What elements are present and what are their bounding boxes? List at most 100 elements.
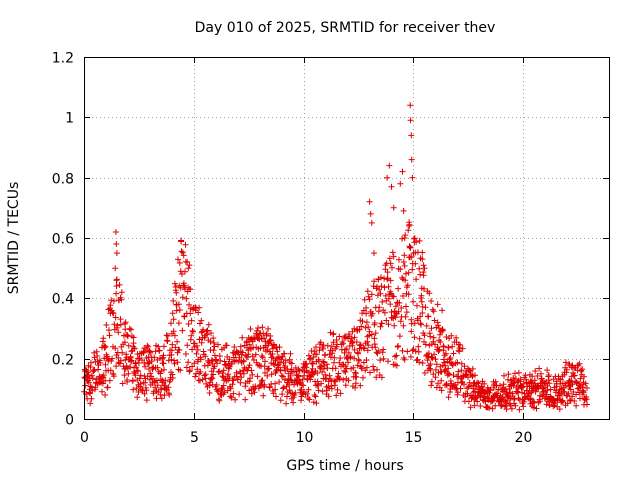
data-point [161,343,167,350]
data-point [169,341,176,348]
data-point [113,241,120,247]
data-point [226,356,233,363]
data-point [235,358,242,365]
data-point [324,365,331,372]
data-point [199,376,206,383]
data-point [176,347,183,353]
data-point [421,265,428,272]
data-point [332,365,339,372]
data-point [358,323,365,330]
data-point [314,370,321,377]
data-point [510,382,517,389]
data-point [248,367,255,374]
data-point [169,375,176,381]
data-point [559,398,566,405]
data-point [465,398,472,405]
data-point [387,277,394,284]
data-point [402,277,409,284]
data-point [445,365,452,372]
data-point [269,345,276,352]
data-point [385,321,392,328]
data-point [583,396,590,403]
data-point [505,376,511,383]
data-point [342,369,349,375]
data-point [227,393,234,400]
data-point [439,327,446,334]
data-point [421,370,428,376]
data-point [354,362,361,369]
data-point [247,375,254,382]
data-point [546,380,553,387]
data-point [571,398,578,404]
data-point [367,210,374,217]
data-point [352,384,359,391]
data-point [528,379,535,386]
data-point [337,390,344,397]
data-point [519,389,525,396]
data-point [360,344,367,351]
data-point [146,376,153,383]
data-point [503,400,510,406]
data-point [429,355,436,361]
data-point [247,326,254,332]
data-point [113,290,120,297]
data-point [153,395,160,402]
data-point [416,265,423,272]
data-point [432,366,439,373]
data-point [422,304,429,311]
data-point [162,377,169,384]
data-point [508,379,515,385]
data-point [340,376,347,383]
data-point [562,359,569,366]
data-point [385,283,392,290]
data-point [309,360,315,367]
data-point [397,180,404,187]
data-point [384,269,391,276]
data-point [363,319,370,326]
data-point [219,385,226,392]
data-point [492,378,499,385]
data-point [377,323,384,330]
data-point [378,274,384,281]
data-point [487,386,494,393]
data-point [216,397,223,404]
data-point [222,361,228,368]
data-point [419,310,426,316]
data-point [461,363,468,370]
data-point [279,391,286,398]
data-point [112,314,119,321]
data-point [435,322,442,329]
data-point [130,386,137,393]
data-point [215,369,222,375]
data-point [269,351,276,357]
data-point [503,406,510,413]
data-point [428,382,435,389]
data-point [203,380,210,387]
data-point [420,272,427,279]
data-point [168,347,175,354]
data-point [422,341,429,348]
data-point [245,351,252,358]
data-point [204,327,211,334]
data-point [336,376,343,383]
data-point [193,350,200,357]
data-point [87,400,94,407]
data-point [415,348,422,355]
data-point [351,355,358,362]
data-point [258,353,265,359]
data-point [381,284,388,291]
data-point [409,347,416,354]
data-point [389,264,395,271]
data-point [309,360,316,367]
data-point [310,354,317,361]
data-point [209,358,216,365]
data-point [125,342,132,349]
data-point [379,298,386,305]
data-point [210,371,217,378]
y-tick-label: 0.4 [52,292,74,308]
data-point [576,360,583,367]
data-point [144,342,151,349]
data-point [103,322,110,328]
data-point [384,275,391,282]
data-point [113,277,120,284]
